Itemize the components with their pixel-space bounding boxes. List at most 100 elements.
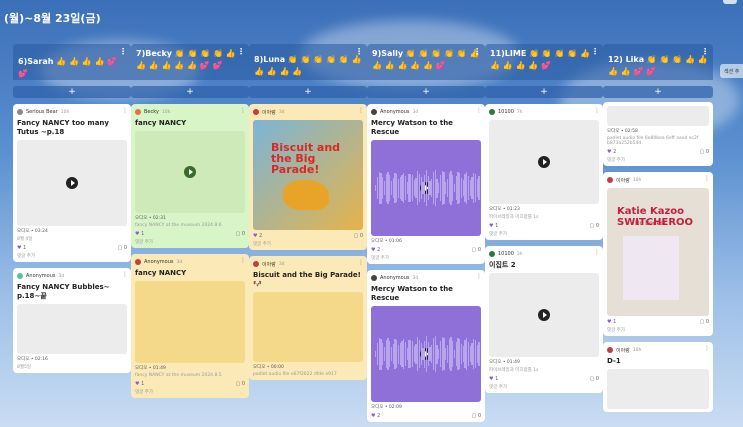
audio-waveform-player[interactable] bbox=[371, 306, 481, 402]
audio-filename: 오디오 • 02:09 bbox=[371, 405, 402, 410]
post-card[interactable]: 이아랑 10h ⋮ D-1 bbox=[603, 342, 713, 412]
post-description: fancy NANCY at the museum 2024.8.6 bbox=[135, 223, 222, 228]
book-cover-image[interactable]: Biscuit and the Big Parade! bbox=[253, 120, 363, 230]
column-menu-icon[interactable]: ⋮ bbox=[355, 47, 363, 56]
comment-count: 0 bbox=[359, 233, 363, 239]
waveform-bar bbox=[443, 171, 445, 205]
add-comment-link[interactable]: 댓글 추가 bbox=[489, 385, 507, 390]
post-menu-icon[interactable]: ⋮ bbox=[704, 175, 710, 182]
post-menu-icon[interactable]: ⋮ bbox=[358, 259, 364, 266]
add-post-button[interactable]: + bbox=[249, 86, 367, 98]
audio-filename: 오디오 • 02:16 bbox=[17, 357, 48, 362]
top-action-button[interactable] bbox=[723, 0, 737, 4]
add-post-button[interactable]: + bbox=[13, 86, 131, 98]
audio-player[interactable] bbox=[135, 131, 245, 213]
heart-icon[interactable]: ♥ bbox=[489, 223, 494, 229]
play-icon[interactable] bbox=[184, 166, 196, 178]
post-menu-icon[interactable]: ⋮ bbox=[704, 345, 710, 352]
post-menu-icon[interactable]: ⋮ bbox=[476, 273, 482, 280]
post-card[interactable]: 이아랑 3d ⋮ Biscuit and the Big Parade! 🐶 오디… bbox=[249, 256, 367, 380]
post-menu-icon[interactable]: ⋮ bbox=[476, 107, 482, 114]
column-header: 8)Luna 👏 👏 👏 👏 👏 👍 👍 👍 👍 👍 ⋮ bbox=[249, 44, 367, 80]
post-card[interactable]: Anonymous 3d ⋮ Mercy Watson to the Rescue… bbox=[367, 104, 485, 264]
book-cover-image[interactable]: Katie Kazoo SWITCHEROO No Bones! bbox=[607, 188, 709, 316]
post-card[interactable]: Anonymous 3d ⋮ Mercy Watson to the Rescue… bbox=[367, 270, 485, 422]
post-card[interactable]: Anonymous 3d ⋮ fancy NANCY 오디오 • 01:49 fa… bbox=[131, 254, 249, 398]
audio-player[interactable] bbox=[489, 120, 599, 204]
add-comment-link[interactable]: 댓글 추가 bbox=[135, 390, 153, 395]
audio-player[interactable] bbox=[135, 281, 245, 363]
add-comment-link[interactable]: 댓글 추가 bbox=[607, 158, 625, 163]
heart-icon[interactable]: ♥ bbox=[371, 247, 376, 253]
audio-player[interactable] bbox=[253, 292, 363, 362]
waveform-bar bbox=[417, 171, 419, 205]
heart-icon[interactable]: ♥ bbox=[253, 233, 258, 239]
heart-icon[interactable]: ♥ bbox=[607, 319, 612, 325]
post-card[interactable]: Becky 10h ⋮ fancy NANCY 오디오 • 02:31 fancy… bbox=[131, 104, 249, 248]
waveform-bar bbox=[443, 337, 445, 371]
column-menu-icon[interactable]: ⋮ bbox=[473, 47, 481, 56]
waveform-bar bbox=[420, 177, 422, 199]
book-subtitle: No Bones! bbox=[635, 220, 666, 227]
audio-waveform-player[interactable] bbox=[371, 140, 481, 236]
post-card[interactable]: Serious Bear 10h ⋮ Fancy NANCY too many T… bbox=[13, 104, 131, 262]
add-comment-link[interactable]: 댓글 추가 bbox=[253, 242, 271, 247]
audio-player[interactable] bbox=[607, 106, 709, 126]
play-icon[interactable] bbox=[538, 156, 550, 168]
post-menu-icon[interactable]: ⋮ bbox=[358, 107, 364, 114]
column-menu-icon[interactable]: ⋮ bbox=[701, 47, 709, 56]
waveform-bar bbox=[422, 348, 424, 360]
heart-icon[interactable]: ♥ bbox=[17, 245, 22, 251]
book-illustration bbox=[623, 236, 679, 300]
waveform-bar bbox=[382, 343, 384, 365]
audio-player[interactable] bbox=[489, 273, 599, 357]
heart-icon[interactable]: ♥ bbox=[489, 376, 494, 382]
avatar bbox=[253, 261, 259, 267]
post-menu-icon[interactable]: ⋮ bbox=[240, 107, 246, 114]
add-post-button[interactable]: + bbox=[485, 86, 603, 98]
waveform-bar bbox=[411, 340, 414, 368]
add-comment-link[interactable]: 댓글 추가 bbox=[489, 232, 507, 237]
add-section-button[interactable]: 섹션 추 bbox=[720, 64, 743, 78]
post-description: padlet audio file 6e80bea 6eff aaed ec2f… bbox=[607, 136, 699, 146]
waveform-bar bbox=[429, 346, 431, 362]
audio-player[interactable] bbox=[607, 369, 709, 409]
heart-icon[interactable]: ♥ bbox=[607, 149, 612, 155]
post-card[interactable]: 10100 7h ⋮ 오디오 • 01:23 파이브레일과 미끄럼틀 1s ♥ 1… bbox=[485, 104, 603, 240]
add-post-button[interactable]: + bbox=[603, 86, 713, 98]
post-card[interactable]: 오디오 • 02:58 padlet audio file 6e80bea 6e… bbox=[603, 102, 713, 166]
add-comment-link[interactable]: 댓글 추가 bbox=[135, 240, 153, 245]
heart-icon[interactable]: ♥ bbox=[135, 381, 140, 387]
waveform-bar bbox=[390, 180, 393, 196]
post-menu-icon[interactable]: ⋮ bbox=[594, 249, 600, 256]
post-menu-icon[interactable]: ⋮ bbox=[122, 107, 128, 114]
add-post-button[interactable]: + bbox=[367, 86, 485, 98]
post-card[interactable]: 이아랑 10h ⋮ Katie Kazoo SWITCHEROO No Bones!… bbox=[603, 172, 713, 336]
author-name: 10100 bbox=[498, 109, 514, 115]
post-menu-icon[interactable]: ⋮ bbox=[122, 271, 128, 278]
play-icon[interactable] bbox=[66, 177, 78, 189]
add-comment-link[interactable]: 댓글 추가 bbox=[17, 254, 35, 259]
waveform-bar bbox=[436, 344, 438, 364]
post-card[interactable]: Anonymous 3d ⋮ Fancy NANCY Bubbles~ p.18~… bbox=[13, 268, 131, 373]
audio-player[interactable] bbox=[17, 140, 127, 226]
waveform-bar bbox=[462, 346, 464, 362]
waveform-bar bbox=[418, 174, 421, 202]
column-menu-icon[interactable]: ⋮ bbox=[237, 47, 245, 56]
audio-player[interactable] bbox=[17, 304, 127, 354]
post-menu-icon[interactable]: ⋮ bbox=[594, 107, 600, 114]
post-card[interactable]: 10100 3h ⋮ 이집트 2 오디오 • 01:49 파이브레일과 미끄럼틀 … bbox=[485, 246, 603, 393]
waveform-bar bbox=[441, 171, 443, 205]
heart-icon[interactable]: ♥ bbox=[135, 231, 140, 237]
add-comment-link[interactable]: 댓글 추가 bbox=[607, 328, 625, 333]
post-card[interactable]: 이아랑 3d ⋮ Biscuit and the Big Parade! ♥ 2 ▢… bbox=[249, 104, 367, 250]
heart-icon[interactable]: ♥ bbox=[371, 413, 376, 419]
comment-count: 0 bbox=[241, 231, 245, 237]
column-menu-icon[interactable]: ⋮ bbox=[119, 47, 127, 56]
column-menu-icon[interactable]: ⋮ bbox=[591, 47, 599, 56]
post-menu-icon[interactable]: ⋮ bbox=[240, 257, 246, 264]
add-post-button[interactable]: + bbox=[131, 86, 249, 98]
add-comment-link[interactable]: 댓글 추가 bbox=[371, 256, 389, 261]
play-icon[interactable] bbox=[538, 309, 550, 321]
waveform-bar bbox=[397, 178, 400, 198]
